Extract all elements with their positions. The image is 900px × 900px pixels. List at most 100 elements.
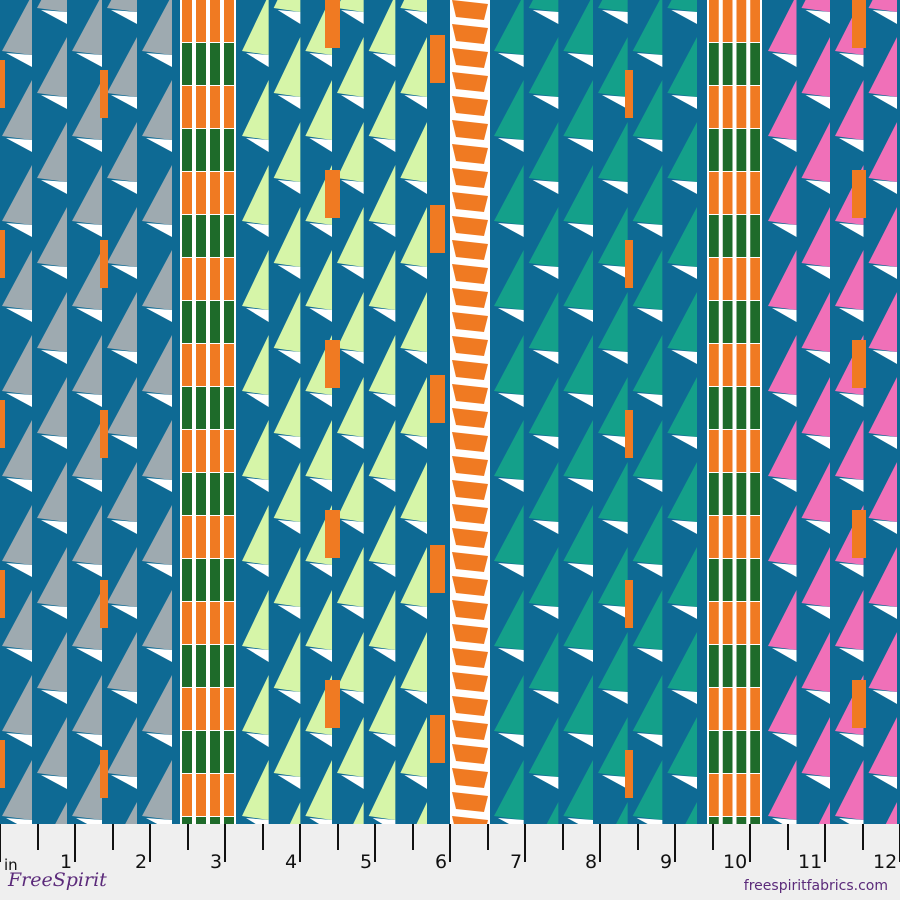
triangle <box>368 760 396 820</box>
white-triangle <box>277 520 301 534</box>
green-dots <box>224 215 234 257</box>
triangle <box>494 420 524 480</box>
orange-stripe <box>709 430 719 472</box>
white-triangle <box>772 733 797 747</box>
zigzag-piece <box>452 72 488 92</box>
white-triangle <box>839 563 864 577</box>
orange-stripe <box>196 86 206 128</box>
zigzag-piece <box>452 360 488 380</box>
triangle <box>273 547 301 607</box>
green-dots <box>210 129 220 171</box>
triangle <box>142 505 172 565</box>
teal-triangle-stripe <box>494 0 697 826</box>
white-triangle <box>41 10 67 24</box>
green-dots <box>196 731 206 773</box>
triangle <box>768 760 797 820</box>
ruler-tick <box>224 824 226 862</box>
triangle <box>528 462 559 522</box>
triangle <box>142 675 172 735</box>
orange-stripe <box>750 172 760 214</box>
white-triangle <box>246 563 269 577</box>
triangle <box>242 250 269 310</box>
white-triangle <box>76 138 102 152</box>
triangle <box>107 632 137 692</box>
white-triangle <box>498 563 524 577</box>
white-triangle <box>277 435 301 449</box>
green-dots <box>182 215 192 257</box>
triangle <box>400 462 427 522</box>
white-triangle <box>602 180 628 194</box>
triangle <box>868 0 897 12</box>
orange-stripe <box>722 516 733 558</box>
green-dots <box>182 731 192 773</box>
orange-stripe <box>182 602 192 644</box>
triangle <box>494 165 524 225</box>
orange-stripe <box>224 602 234 644</box>
white-triangle <box>671 95 697 109</box>
white-triangle <box>146 393 172 407</box>
ruler-tick <box>786 824 789 850</box>
white-triangle <box>498 733 524 747</box>
triangle <box>2 675 32 735</box>
triangle <box>2 0 32 55</box>
white-triangle <box>805 690 830 704</box>
triangle <box>368 675 396 735</box>
triangle <box>107 0 137 12</box>
white-triangle <box>6 478 32 492</box>
white-triangle <box>567 648 593 662</box>
triangle <box>368 165 396 225</box>
triangle <box>801 632 830 692</box>
white-triangle <box>567 308 593 322</box>
green-dots <box>750 731 760 773</box>
white-triangle <box>839 138 864 152</box>
white-triangle <box>404 265 427 279</box>
triangle <box>598 37 628 97</box>
orange-stripe <box>224 344 234 386</box>
green-dots <box>196 215 206 257</box>
orange-stripe <box>182 516 192 558</box>
green-dots <box>750 645 760 687</box>
white-triangle <box>567 733 593 747</box>
triangle <box>667 122 697 182</box>
orange-stripe <box>210 258 220 300</box>
green-dots <box>722 129 733 171</box>
orange-stripe <box>750 688 760 730</box>
white-triangle <box>567 393 593 407</box>
triangle <box>337 122 364 182</box>
white-triangle <box>805 265 830 279</box>
triangle <box>667 377 697 437</box>
green-dots <box>182 129 192 171</box>
ruler-tick <box>711 824 714 850</box>
triangle <box>868 717 897 777</box>
white-triangle <box>341 435 364 449</box>
zigzag-piece <box>452 48 488 68</box>
triangle <box>337 632 364 692</box>
triangle <box>37 377 67 437</box>
white-triangle <box>111 775 137 789</box>
white-triangle <box>372 393 396 407</box>
orange-bar <box>852 510 866 558</box>
orange-bar <box>430 375 445 423</box>
white-triangle <box>111 690 137 704</box>
green-dots <box>224 43 234 85</box>
green-dots <box>750 129 760 171</box>
triangle <box>37 292 67 352</box>
triangle <box>337 377 364 437</box>
triangle <box>801 207 830 267</box>
white-triangle <box>532 775 559 789</box>
white-triangle <box>146 648 172 662</box>
orange-stripe <box>709 258 719 300</box>
orange-stripe <box>709 602 719 644</box>
triangle <box>494 0 524 55</box>
ruler-label: 10 <box>723 851 748 873</box>
orange-bar <box>325 340 340 388</box>
green-dots <box>196 559 206 601</box>
green-dots <box>196 645 206 687</box>
ruler-label: 2 <box>135 851 148 873</box>
zigzag-piece <box>452 120 488 140</box>
triangle <box>72 420 102 480</box>
zigzag-piece <box>452 432 488 452</box>
orange-stripe <box>722 688 733 730</box>
triangle <box>768 80 797 140</box>
ruler-tick <box>824 824 826 862</box>
